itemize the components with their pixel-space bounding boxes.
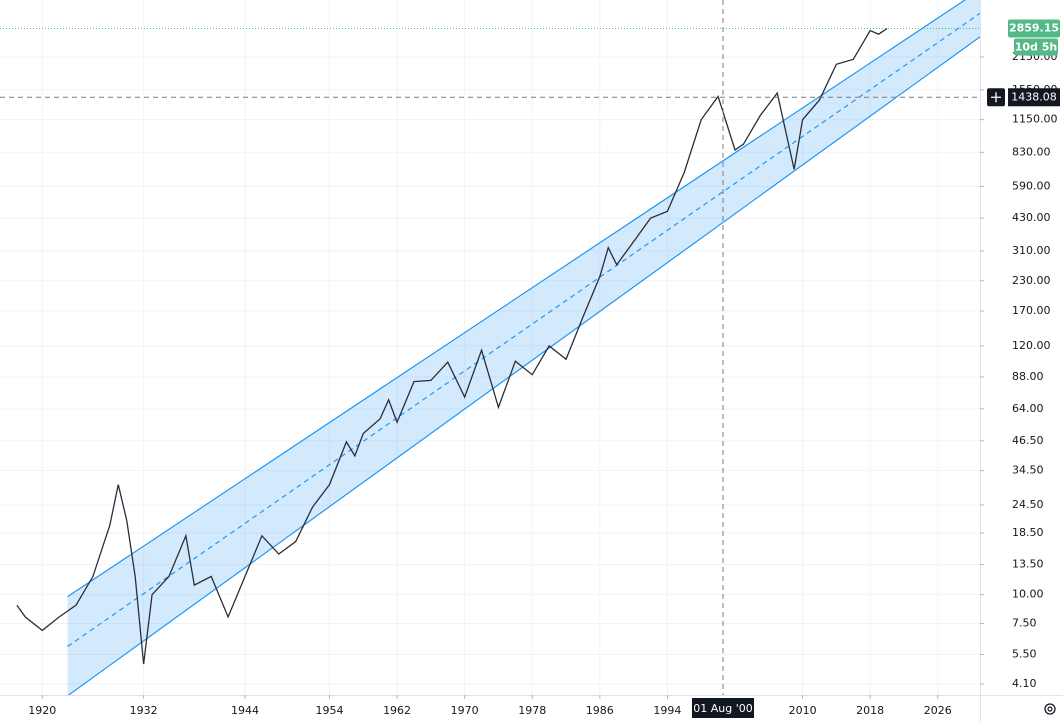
countdown-label: 10d 5h [1015,40,1058,53]
x-tick-label: 1954 [315,704,343,717]
y-tick-label: 120.00 [1012,339,1051,352]
y-tick-label: 10.00 [1012,588,1044,601]
x-tick-label: 1978 [518,704,546,717]
y-tick-label: 18.50 [1012,526,1044,539]
x-tick-label: 1994 [653,704,681,717]
x-tick-label: 2018 [856,704,884,717]
y-tick-label: 4.10 [1012,677,1037,690]
x-tick-label: 1970 [451,704,479,717]
price-line [16,27,888,665]
y-tick-label: 13.50 [1012,558,1044,571]
axes: 4.10 5.50 7.50 10.00 13.50 18.50 24.50 34.50 46.… [28,19,1060,718]
y-tick-label: 46.50 [1012,434,1044,447]
x-tick-label: 1962 [383,704,411,717]
y-tick-label: 1150.00 [1012,113,1058,126]
x-tick-label: 1920 [28,704,56,717]
y-tick-label: 34.50 [1012,464,1044,477]
channel-fill [67,0,980,695]
y-tick-label: 430.00 [1012,211,1051,224]
y-tick-label: 24.50 [1012,498,1044,511]
crosshair-y-label: 1438.08 [1011,90,1057,103]
y-tick-label: 7.50 [1012,616,1037,629]
crosshair-x-label: 01 Aug '00 [693,702,753,715]
countdown-box [1014,38,1058,56]
crosshair-y-box [1008,88,1060,107]
y-tick-label: 64.00 [1012,402,1044,415]
crosshair-plus [991,92,1001,103]
y-tick-label: 230.00 [1012,274,1051,287]
y-tick-label: 830.00 [1012,145,1051,158]
x-tick-label: 1944 [231,704,259,717]
x-tick-label: 2010 [789,704,817,717]
channel-upper [67,0,967,598]
last-price-label: 2859.15 [1009,21,1059,34]
y-tick-label: 310.00 [1012,244,1051,257]
x-tick-label: 1932 [130,704,158,717]
crosshair-x-box [692,698,755,718]
y-tick-label: 88.00 [1012,370,1044,383]
channel-lower [67,36,980,695]
settings-icon[interactable] [1044,703,1056,715]
y-tick-label: 170.00 [1012,304,1051,317]
y-tick-label: 590.00 [1012,179,1051,192]
x-tick-label: 1986 [586,704,614,717]
x-tick-label: 2026 [924,704,952,717]
last-price-box [1008,19,1060,38]
y-tick-label: 5.50 [1012,648,1037,661]
plot-area [0,0,980,695]
